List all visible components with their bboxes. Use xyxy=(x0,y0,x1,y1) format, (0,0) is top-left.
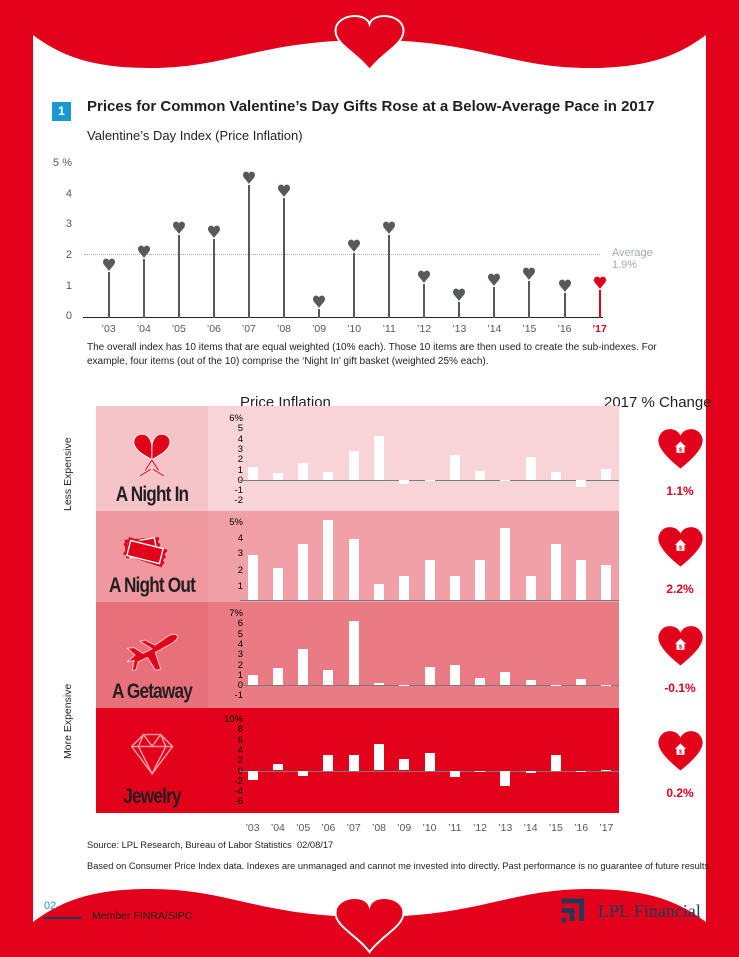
svg-text:$: $ xyxy=(678,545,681,551)
svg-text:$: $ xyxy=(678,749,681,755)
svg-text:$: $ xyxy=(678,447,681,453)
svg-text:$: $ xyxy=(678,644,681,650)
